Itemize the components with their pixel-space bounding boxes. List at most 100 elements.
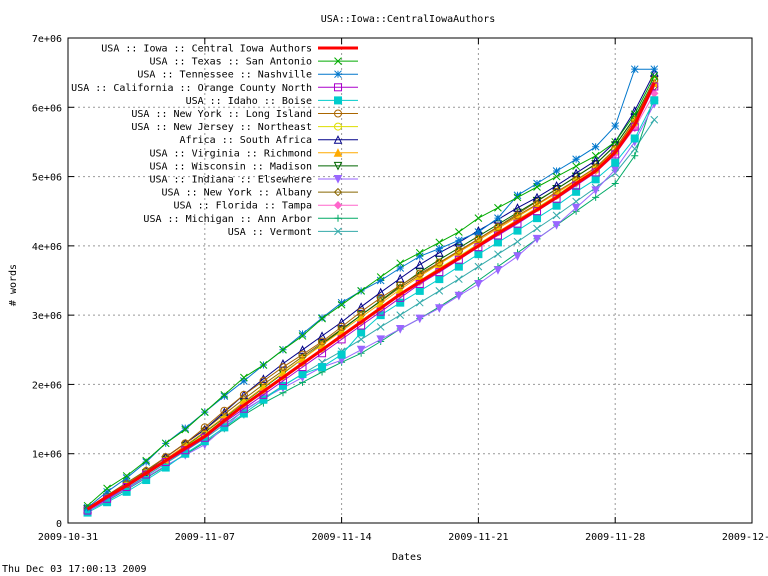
x-tick-label: 2009-11-07 <box>175 532 235 543</box>
data-point <box>494 203 502 212</box>
data-point <box>259 395 268 404</box>
data-point <box>333 148 343 157</box>
data-point <box>493 266 503 275</box>
series-line <box>87 79 655 510</box>
data-point <box>533 179 541 188</box>
data-point <box>334 227 342 236</box>
series-line <box>87 75 655 507</box>
data-point <box>630 134 639 143</box>
legend-entry: USA :: California :: Orange County North <box>71 83 358 94</box>
series-line <box>86 82 656 511</box>
data-point <box>513 252 522 261</box>
series-0 <box>86 82 656 511</box>
data-point <box>142 456 151 465</box>
axis-ticks: 0 1e+06 2e+06 3e+06 4e+06 5e+06 6e+06 7e+06 2009… <box>32 34 768 543</box>
legend-label: Africa :: South Africa <box>180 135 312 146</box>
data-point <box>318 363 327 372</box>
data-point <box>533 183 541 191</box>
data-point <box>333 175 343 184</box>
y-tick-label: 1e+06 <box>32 450 62 461</box>
data-point <box>650 72 659 80</box>
data-point <box>396 298 405 307</box>
data-point <box>200 423 209 432</box>
series-line <box>87 79 655 510</box>
data-point <box>278 381 287 390</box>
data-point <box>611 122 620 130</box>
legend-label: USA :: New Jersey :: Northeast <box>131 122 312 133</box>
x-tick-label: 2009-11-28 <box>585 532 645 543</box>
x-axis-label: Dates <box>392 552 422 563</box>
data-point <box>298 329 307 338</box>
data-point <box>415 269 424 278</box>
data-point <box>357 335 365 344</box>
data-point <box>318 337 327 346</box>
data-point <box>571 203 581 213</box>
data-point <box>611 180 619 187</box>
legend-entry: USA :: Indiana :: Elsewhere <box>149 175 358 186</box>
data-point <box>630 145 639 153</box>
data-point <box>552 221 561 230</box>
data-point <box>552 201 561 210</box>
data-point <box>220 390 229 399</box>
data-point <box>337 298 346 307</box>
series-5 <box>83 75 659 514</box>
y-axis-label: # words <box>8 264 19 306</box>
data-point <box>376 276 385 285</box>
series-1 <box>83 72 659 510</box>
legend-entry: USA :: Texas :: San Antonio <box>149 57 358 68</box>
legend-label: USA :: Tennessee :: Nashville <box>137 70 312 81</box>
legend-label: USA :: New York :: Albany <box>161 188 312 199</box>
data-point <box>552 172 561 181</box>
data-point <box>333 161 343 171</box>
legend-label: USA :: Florida :: Tampa <box>174 201 312 212</box>
data-point <box>240 373 248 382</box>
legend-entry: USA :: Michigan :: Ann Arbor <box>143 214 358 225</box>
data-point <box>415 248 424 257</box>
data-point <box>474 279 483 289</box>
legend-label: USA :: Michigan :: Ann Arbor <box>143 214 312 225</box>
data-point <box>337 300 346 309</box>
data-point <box>333 187 343 197</box>
data-point <box>220 423 229 432</box>
data-point <box>376 335 385 345</box>
data-point <box>333 135 343 144</box>
data-point <box>455 236 463 245</box>
legend-label: USA :: New York :: Long Island <box>131 109 312 120</box>
data-point <box>181 424 190 432</box>
legend-entry: USA :: New York :: Long Island <box>131 109 358 120</box>
data-point <box>552 211 561 220</box>
data-point <box>474 262 483 271</box>
data-point <box>435 244 444 253</box>
data-point <box>454 246 463 255</box>
data-point <box>298 370 307 379</box>
data-point <box>493 223 502 232</box>
timestamp: Thu Dec 03 17:00:13 2009 <box>2 564 147 575</box>
data-point <box>259 376 268 385</box>
y-tick-label: 6e+06 <box>32 103 62 114</box>
data-point <box>240 377 248 385</box>
y-tick-label: 4e+06 <box>32 242 62 253</box>
x-tick-label: 2009-12-05 <box>722 532 768 543</box>
data-point <box>415 286 424 295</box>
data-point <box>181 425 190 434</box>
data-point <box>356 345 366 355</box>
data-point <box>334 57 342 65</box>
data-point <box>142 476 151 485</box>
data-point <box>334 96 342 105</box>
data-point <box>376 323 385 331</box>
y-tick-label: 2e+06 <box>32 380 62 391</box>
y-tick-label: 7e+06 <box>32 34 62 45</box>
x-tick-label: 2009-11-21 <box>448 532 508 543</box>
data-point <box>591 151 600 160</box>
data-point <box>142 458 151 466</box>
data-point <box>122 487 131 496</box>
series-4 <box>83 96 659 517</box>
data-point <box>318 314 326 323</box>
data-point <box>552 167 561 175</box>
data-point <box>357 287 365 295</box>
data-point <box>415 259 425 269</box>
data-point <box>591 142 600 151</box>
data-point <box>396 264 405 272</box>
legend-entry: USA :: New York :: Albany <box>161 188 358 199</box>
